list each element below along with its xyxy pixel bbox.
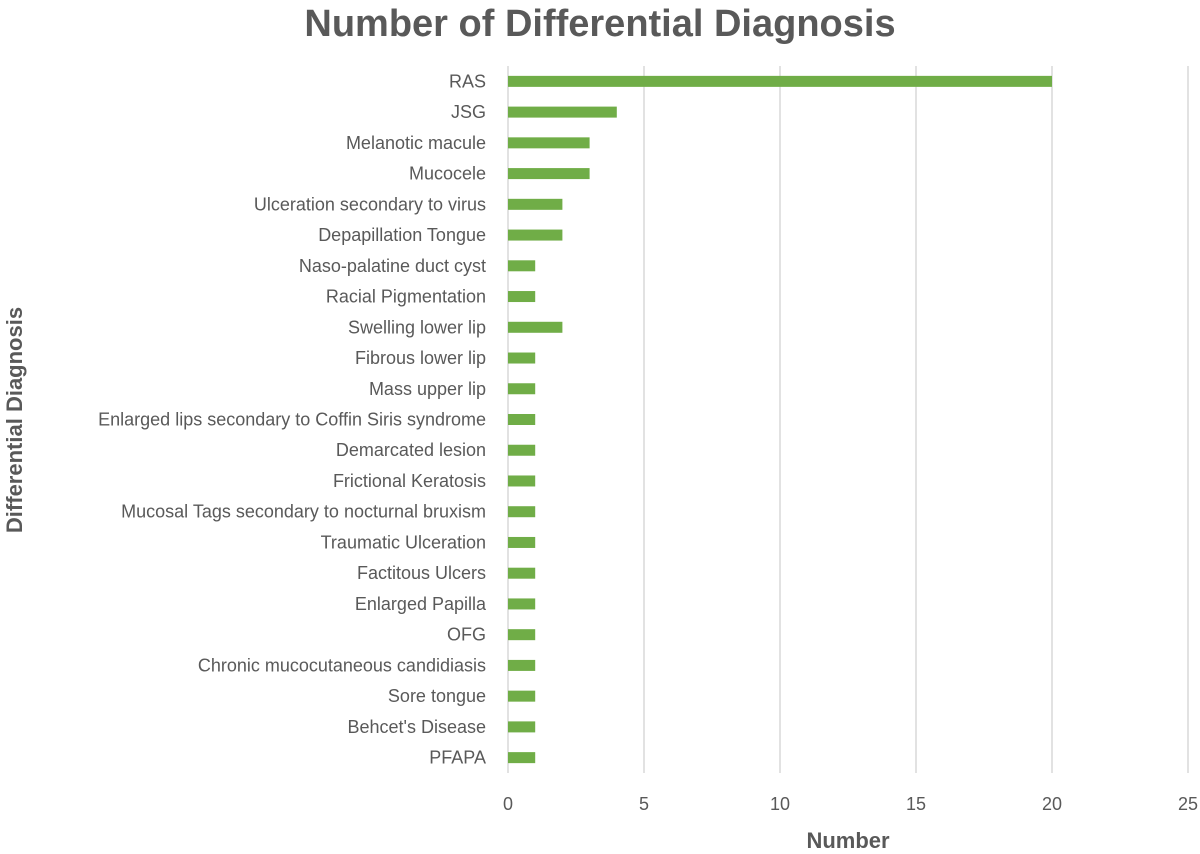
bar (508, 229, 563, 241)
bar (508, 506, 536, 518)
category-label: Ulceration secondary to virus (254, 194, 486, 214)
category-label: Mucosal Tags secondary to nocturnal brux… (121, 502, 486, 522)
y-axis-title: Differential Diagnosis (2, 306, 27, 534)
category-label: Enlarged lips secondary to Coffin Siris … (98, 410, 486, 430)
bar (508, 659, 536, 671)
category-label: Demarcated lesion (336, 440, 486, 460)
bar (508, 260, 536, 272)
bar (508, 75, 1052, 87)
category-label: Fibrous lower lip (355, 348, 486, 368)
bar (508, 475, 536, 487)
category-label: Frictional Keratosis (333, 471, 486, 491)
category-label: Mucocele (409, 164, 486, 184)
category-label: PFAPA (429, 748, 486, 768)
category-label: Melanotic macule (346, 133, 486, 153)
category-label: Traumatic Ulceration (321, 532, 486, 552)
category-label: Racial Pigmentation (326, 287, 486, 307)
x-tick-label: 15 (906, 794, 926, 814)
category-label: Naso-palatine duct cyst (299, 256, 486, 276)
category-label: Depapillation Tongue (318, 225, 486, 245)
category-label: Mass upper lip (369, 379, 486, 399)
bar (508, 137, 590, 149)
bar (508, 598, 536, 610)
bar (508, 414, 536, 425)
x-tick-label: 25 (1178, 794, 1198, 814)
bar (508, 198, 563, 210)
bar (508, 690, 536, 702)
x-tick-label: 10 (770, 794, 790, 814)
bar (508, 567, 536, 579)
bar (508, 752, 536, 764)
bar (508, 536, 536, 548)
category-label: Sore tongue (388, 686, 486, 706)
category-label: Factitous Ulcers (357, 563, 486, 583)
category-label: OFG (447, 625, 486, 645)
x-tick-label: 5 (639, 794, 649, 814)
bar (508, 168, 590, 180)
bar (508, 291, 536, 303)
category-label: Enlarged Papilla (355, 594, 487, 614)
category-label: Chronic mucocutaneous candidiasis (198, 655, 486, 675)
x-axis-title: Number (806, 828, 890, 853)
chart-title: Number of Differential Diagnosis (304, 3, 896, 45)
bar (508, 106, 617, 118)
bar (508, 721, 536, 733)
bar (508, 352, 536, 364)
category-label: Swelling lower lip (348, 317, 486, 337)
category-label: RAS (449, 71, 486, 91)
category-label: Behcet's Disease (347, 717, 486, 737)
x-tick-label: 20 (1042, 794, 1062, 814)
bar (508, 383, 536, 395)
bar (508, 629, 536, 641)
bar (508, 321, 563, 333)
category-label: JSG (451, 102, 486, 122)
bar (508, 444, 536, 456)
x-tick-label: 0 (503, 794, 513, 814)
